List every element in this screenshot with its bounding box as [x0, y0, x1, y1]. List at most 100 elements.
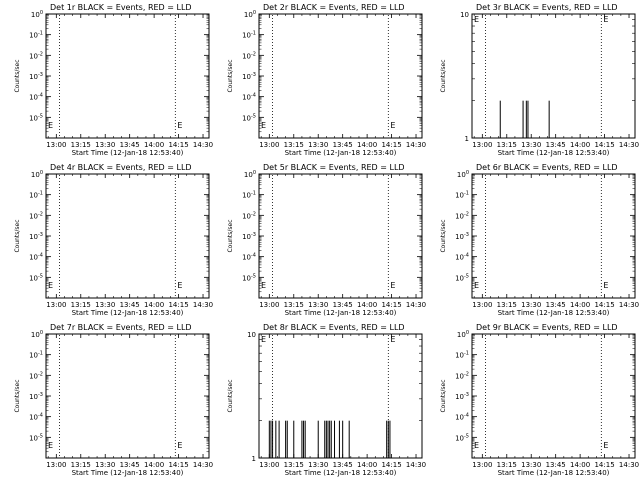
x-tick-label: 14:15: [594, 141, 614, 149]
x-tick-label: 13:00: [472, 141, 492, 149]
y-tick-label: 10-5: [29, 273, 43, 282]
event-marker-right: E: [177, 281, 182, 290]
x-tick-label: 14:00: [144, 301, 164, 309]
detector-panel-1: Det 1r BLACK = Events, RED = LLD 13:00 13:…: [14, 3, 213, 157]
x-tick-label: 13:30: [95, 141, 115, 149]
event-marker-left: E: [261, 281, 266, 290]
plot-frame: [45, 173, 210, 299]
x-tick-label: 13:30: [308, 461, 328, 469]
y-tick-label: 100: [31, 10, 43, 19]
event-marker-right: E: [177, 121, 182, 130]
y-tick-label: 10-4: [29, 93, 43, 102]
x-axis-label: Start Time (12-Jan-18 12:53:40): [285, 469, 397, 477]
x-axis-label: Start Time (12-Jan-18 12:53:40): [285, 309, 397, 317]
detector-panel-8: Det 8r BLACK = Events, RED = LLD 13:00 13:…: [227, 323, 426, 477]
y-tick-label: 10-2: [455, 211, 469, 220]
plot-frame: [471, 333, 636, 459]
panel-title: Det 8r BLACK = Events, RED = LLD: [263, 323, 405, 332]
x-axis-label: Start Time (12-Jan-18 12:53:40): [498, 309, 610, 317]
x-tick-label: 13:30: [521, 301, 541, 309]
y-tick-label: 10-5: [242, 113, 256, 122]
y-axis-label: Counts/sec: [440, 379, 447, 412]
x-tick-label: 13:45: [546, 461, 566, 469]
x-tick-label: 14:15: [168, 141, 188, 149]
x-tick-label: 13:30: [521, 141, 541, 149]
panel-title: Det 2r BLACK = Events, RED = LLD: [263, 3, 405, 12]
x-tick-label: 13:30: [95, 301, 115, 309]
x-tick-label: 13:00: [46, 301, 66, 309]
x-tick-label: 14:00: [570, 461, 590, 469]
x-axis-label: Start Time (12-Jan-18 12:53:40): [72, 309, 184, 317]
y-tick-label: 10: [460, 11, 469, 19]
x-tick-label: 14:30: [193, 461, 213, 469]
x-axis-label: Start Time (12-Jan-18 12:53:40): [285, 149, 397, 157]
x-tick-label: 13:15: [71, 301, 91, 309]
x-tick-label: 13:30: [308, 301, 328, 309]
x-tick-label: 13:45: [546, 141, 566, 149]
event-marker-right: E: [603, 15, 608, 24]
x-tick-label: 14:30: [406, 461, 426, 469]
y-tick-label: 100: [31, 170, 43, 179]
y-tick-label: 10-2: [455, 371, 469, 380]
x-tick-label: 14:15: [381, 141, 401, 149]
detector-panel-3: Det 3r BLACK = Events, RED = LLD 13:00 13:…: [440, 3, 639, 157]
x-tick-label: 13:45: [546, 301, 566, 309]
event-marker-right: E: [603, 281, 608, 290]
x-axis-label: Start Time (12-Jan-18 12:53:40): [72, 469, 184, 477]
y-tick-label: 10-3: [29, 232, 43, 241]
x-tick-label: 13:00: [259, 301, 279, 309]
panel-title: Det 9r BLACK = Events, RED = LLD: [476, 323, 618, 332]
y-tick-label: 100: [244, 10, 256, 19]
x-tick-label: 14:15: [594, 301, 614, 309]
y-tick-label: 10-4: [29, 253, 43, 262]
y-tick-label: 10-5: [29, 113, 43, 122]
plot-frame: [45, 13, 210, 139]
x-tick-label: 14:00: [144, 141, 164, 149]
x-tick-label: 13:00: [472, 301, 492, 309]
panel-title: Det 3r BLACK = Events, RED = LLD: [476, 3, 618, 12]
event-marker-right: E: [603, 441, 608, 450]
y-tick-label: 10-3: [242, 232, 256, 241]
x-tick-label: 14:00: [357, 461, 377, 469]
x-tick-label: 14:00: [570, 141, 590, 149]
x-tick-label: 14:15: [168, 461, 188, 469]
y-tick-label: 10-5: [455, 273, 469, 282]
y-tick-label: 10: [247, 331, 256, 339]
x-tick-label: 14:00: [570, 301, 590, 309]
y-tick-label: 10-1: [455, 351, 469, 360]
x-tick-label: 13:45: [333, 141, 353, 149]
x-tick-label: 13:15: [284, 301, 304, 309]
y-axis-label: Counts/sec: [227, 219, 234, 252]
y-tick-label: 10-2: [29, 211, 43, 220]
event-marker-left: E: [261, 335, 266, 344]
detector-panel-7: Det 7r BLACK = Events, RED = LLD 13:00 13:…: [14, 323, 213, 477]
x-tick-label: 13:45: [333, 461, 353, 469]
panel-title: Det 7r BLACK = Events, RED = LLD: [50, 323, 192, 332]
x-tick-label: 14:00: [144, 461, 164, 469]
panel-title: Det 1r BLACK = Events, RED = LLD: [50, 3, 192, 12]
y-tick-label: 10-1: [455, 191, 469, 200]
y-tick-label: 10-4: [242, 93, 256, 102]
x-tick-label: 13:45: [333, 301, 353, 309]
x-tick-label: 14:00: [357, 301, 377, 309]
y-tick-label: 1: [465, 135, 469, 143]
y-tick-label: 10-4: [455, 253, 469, 262]
x-tick-label: 14:30: [619, 141, 639, 149]
event-marker-left: E: [474, 15, 479, 24]
y-tick-label: 10-3: [455, 392, 469, 401]
y-tick-label: 10-5: [29, 433, 43, 442]
y-tick-label: 10-3: [455, 232, 469, 241]
x-axis-label: Start Time (12-Jan-18 12:53:40): [72, 149, 184, 157]
x-tick-label: 13:15: [71, 141, 91, 149]
x-axis-label: Start Time (12-Jan-18 12:53:40): [498, 149, 610, 157]
x-tick-label: 14:30: [193, 301, 213, 309]
detector-panel-4: Det 4r BLACK = Events, RED = LLD 13:00 13:…: [14, 163, 213, 317]
y-tick-label: 100: [244, 170, 256, 179]
x-tick-label: 14:00: [357, 141, 377, 149]
plot-frame: [45, 333, 210, 459]
y-tick-label: 10-4: [455, 413, 469, 422]
y-axis-label: Counts/sec: [14, 59, 21, 92]
panel-title: Det 5r BLACK = Events, RED = LLD: [263, 163, 405, 172]
x-tick-label: 14:15: [594, 461, 614, 469]
